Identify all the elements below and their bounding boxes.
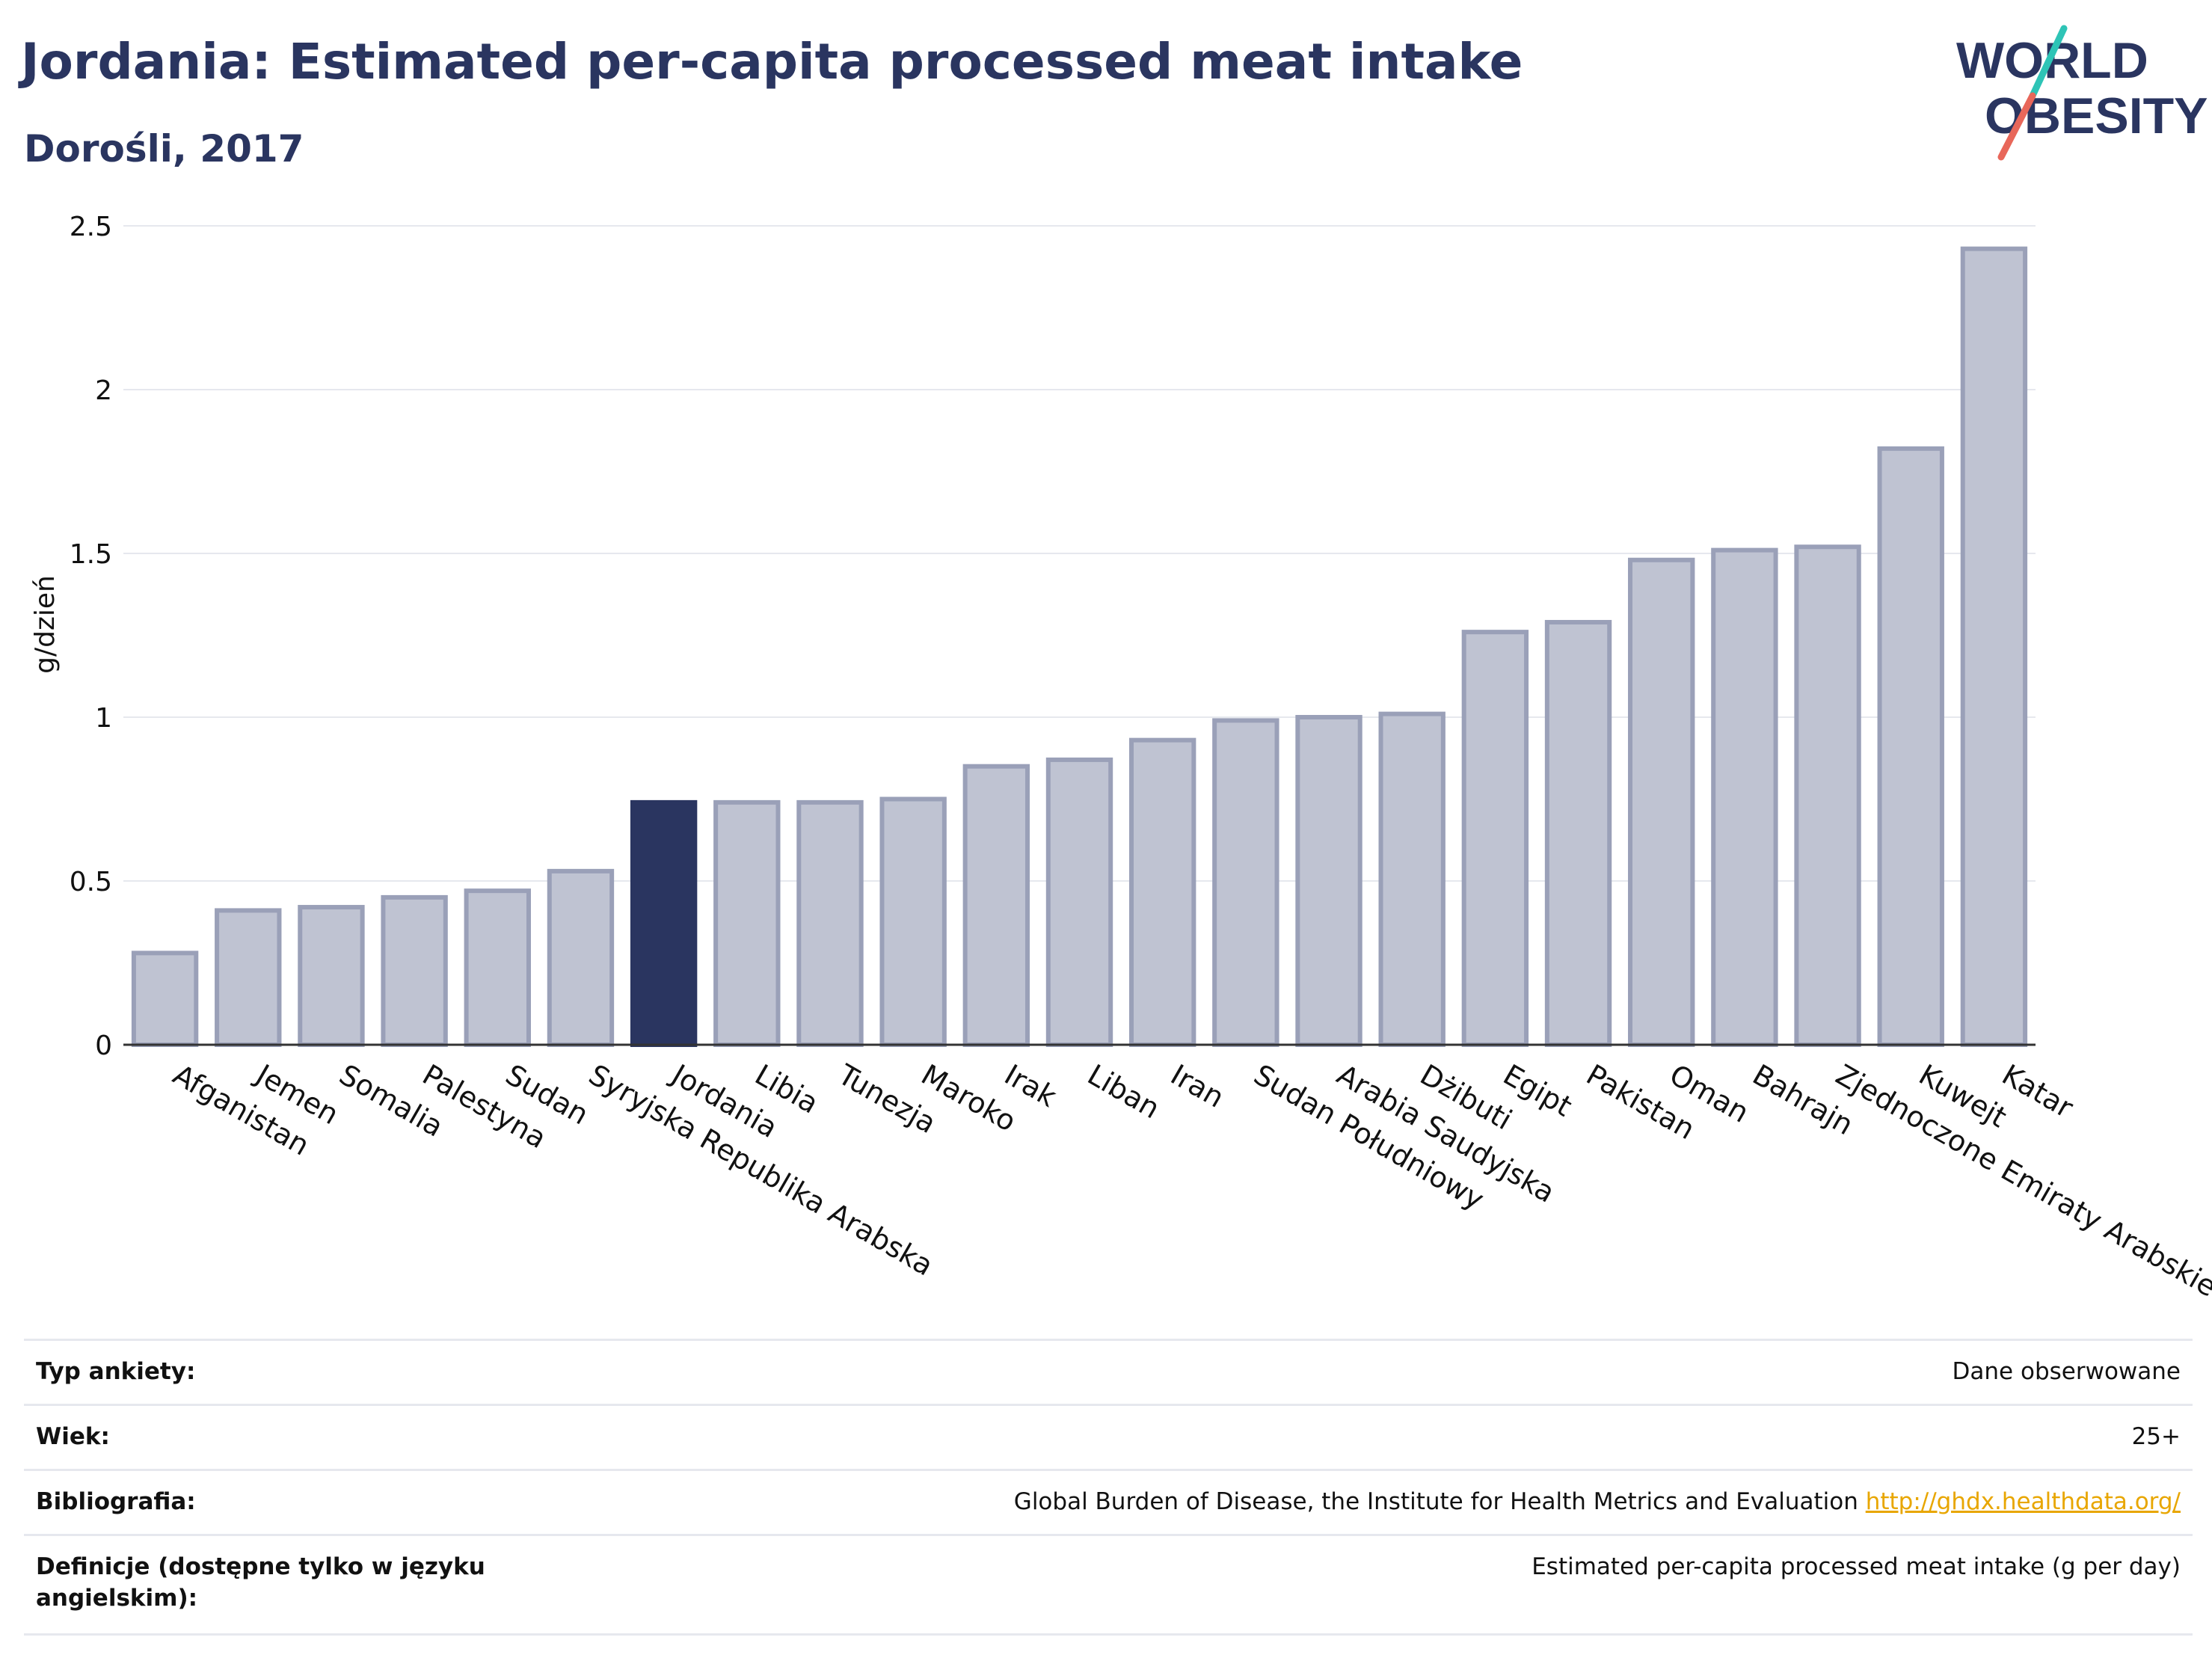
bar-somalia[interactable] [298,905,365,1048]
bar-syryjska-republika-arabska[interactable] [547,868,615,1047]
bar-kuwejt[interactable] [1877,446,1944,1047]
info-value: 25+ [2132,1421,2181,1452]
bar-afganistan[interactable] [131,951,199,1047]
bar-arabia-saudyjska[interactable] [1295,715,1362,1047]
bar-dżibuti[interactable] [1378,711,1446,1047]
info-label: Typ ankiety: [36,1358,196,1385]
info-value-text: Estimated per-capita processed meat inta… [1531,1553,2181,1580]
x-tick-label: Katar [1997,1058,2079,1125]
bar-liban[interactable] [1045,757,1113,1047]
x-axis-ticks: AfganistanJemenSomaliaPalestynaSudanSyry… [168,1057,2212,1304]
bar-palestyna[interactable] [381,894,448,1048]
bar-egipt[interactable] [1461,630,1529,1047]
info-value: Global Burden of Disease, the Institute … [1014,1486,2181,1517]
bar-irak[interactable] [962,764,1030,1047]
bar-katar[interactable] [1960,246,2028,1047]
y-tick-label: 0.5 [70,867,112,897]
bar-maroko[interactable] [879,796,947,1047]
info-value-text: 25+ [2131,1423,2181,1450]
info-value-text: Dane obserwowane [1952,1358,2181,1385]
info-label: Bibliografia: [36,1488,196,1515]
y-axis-ticks: 0 0.5 1 1.5 2 2.5 [70,212,112,1061]
y-axis-label: g/dzień [30,575,61,674]
y-tick-label: 1.5 [70,539,112,570]
bar-bahrajn[interactable] [1711,547,1778,1047]
info-row: Bibliografia: Global Burden of Disease, t… [24,1469,2193,1534]
bar-tunezja[interactable] [796,799,864,1047]
bar-libia[interactable] [713,799,781,1047]
x-tick-label: Iran [1165,1058,1229,1114]
info-row: Definicje (dostępne tylko w języku angie… [24,1534,2193,1633]
info-value: Dane obserwowane [1953,1356,2181,1387]
world-obesity-logo[interactable]: WORLD OBESITY [1944,21,2212,163]
bar-sudan[interactable] [464,888,531,1048]
info-label: Definicje (dostępne tylko w języku angie… [36,1553,485,1612]
y-tick-label: 0 [95,1031,112,1061]
info-label: Wiek: [36,1423,110,1450]
info-value: Estimated per-capita processed meat inta… [1531,1551,2181,1582]
chart-bars [131,246,2028,1048]
bar-jemen[interactable] [215,908,282,1048]
info-row: Typ ankiety: Dane obserwowane [24,1339,2193,1404]
info-table-bottom-border [24,1633,2193,1636]
bar-zjednoczone-emiraty-arabskie[interactable] [1794,544,1861,1047]
logo-slash-top [2029,25,2068,99]
info-row: Wiek: 25+ [24,1404,2193,1469]
logo-slash-bottom [1997,92,2036,161]
bar-jordania[interactable] [630,799,698,1047]
chart-title: Jordania: Estimated per-capita processed… [21,33,1523,90]
bar-pakistan[interactable] [1544,619,1612,1047]
bar-chart: 0 0.5 1 1.5 2 2.5 AfganistanJemenSomaliaPales… [30,212,2212,1304]
y-tick-label: 1 [95,703,112,734]
bar-iran[interactable] [1128,737,1196,1047]
info-table: Typ ankiety: Dane obserwowane Wiek: 25+ Bibl… [24,1339,2193,1636]
chart-subtitle: Dorośli, 2017 [24,127,304,171]
source-link[interactable]: http://ghdx.healthdata.org/ [1865,1488,2181,1515]
x-tick-label: Liban [1082,1058,1165,1126]
bar-sudan-południowy[interactable] [1212,718,1279,1047]
y-tick-label: 2.5 [70,212,112,242]
info-value-text: Global Burden of Disease, the Institute … [1013,1488,1858,1515]
y-tick-label: 2 [95,375,112,406]
bar-oman[interactable] [1628,557,1695,1047]
